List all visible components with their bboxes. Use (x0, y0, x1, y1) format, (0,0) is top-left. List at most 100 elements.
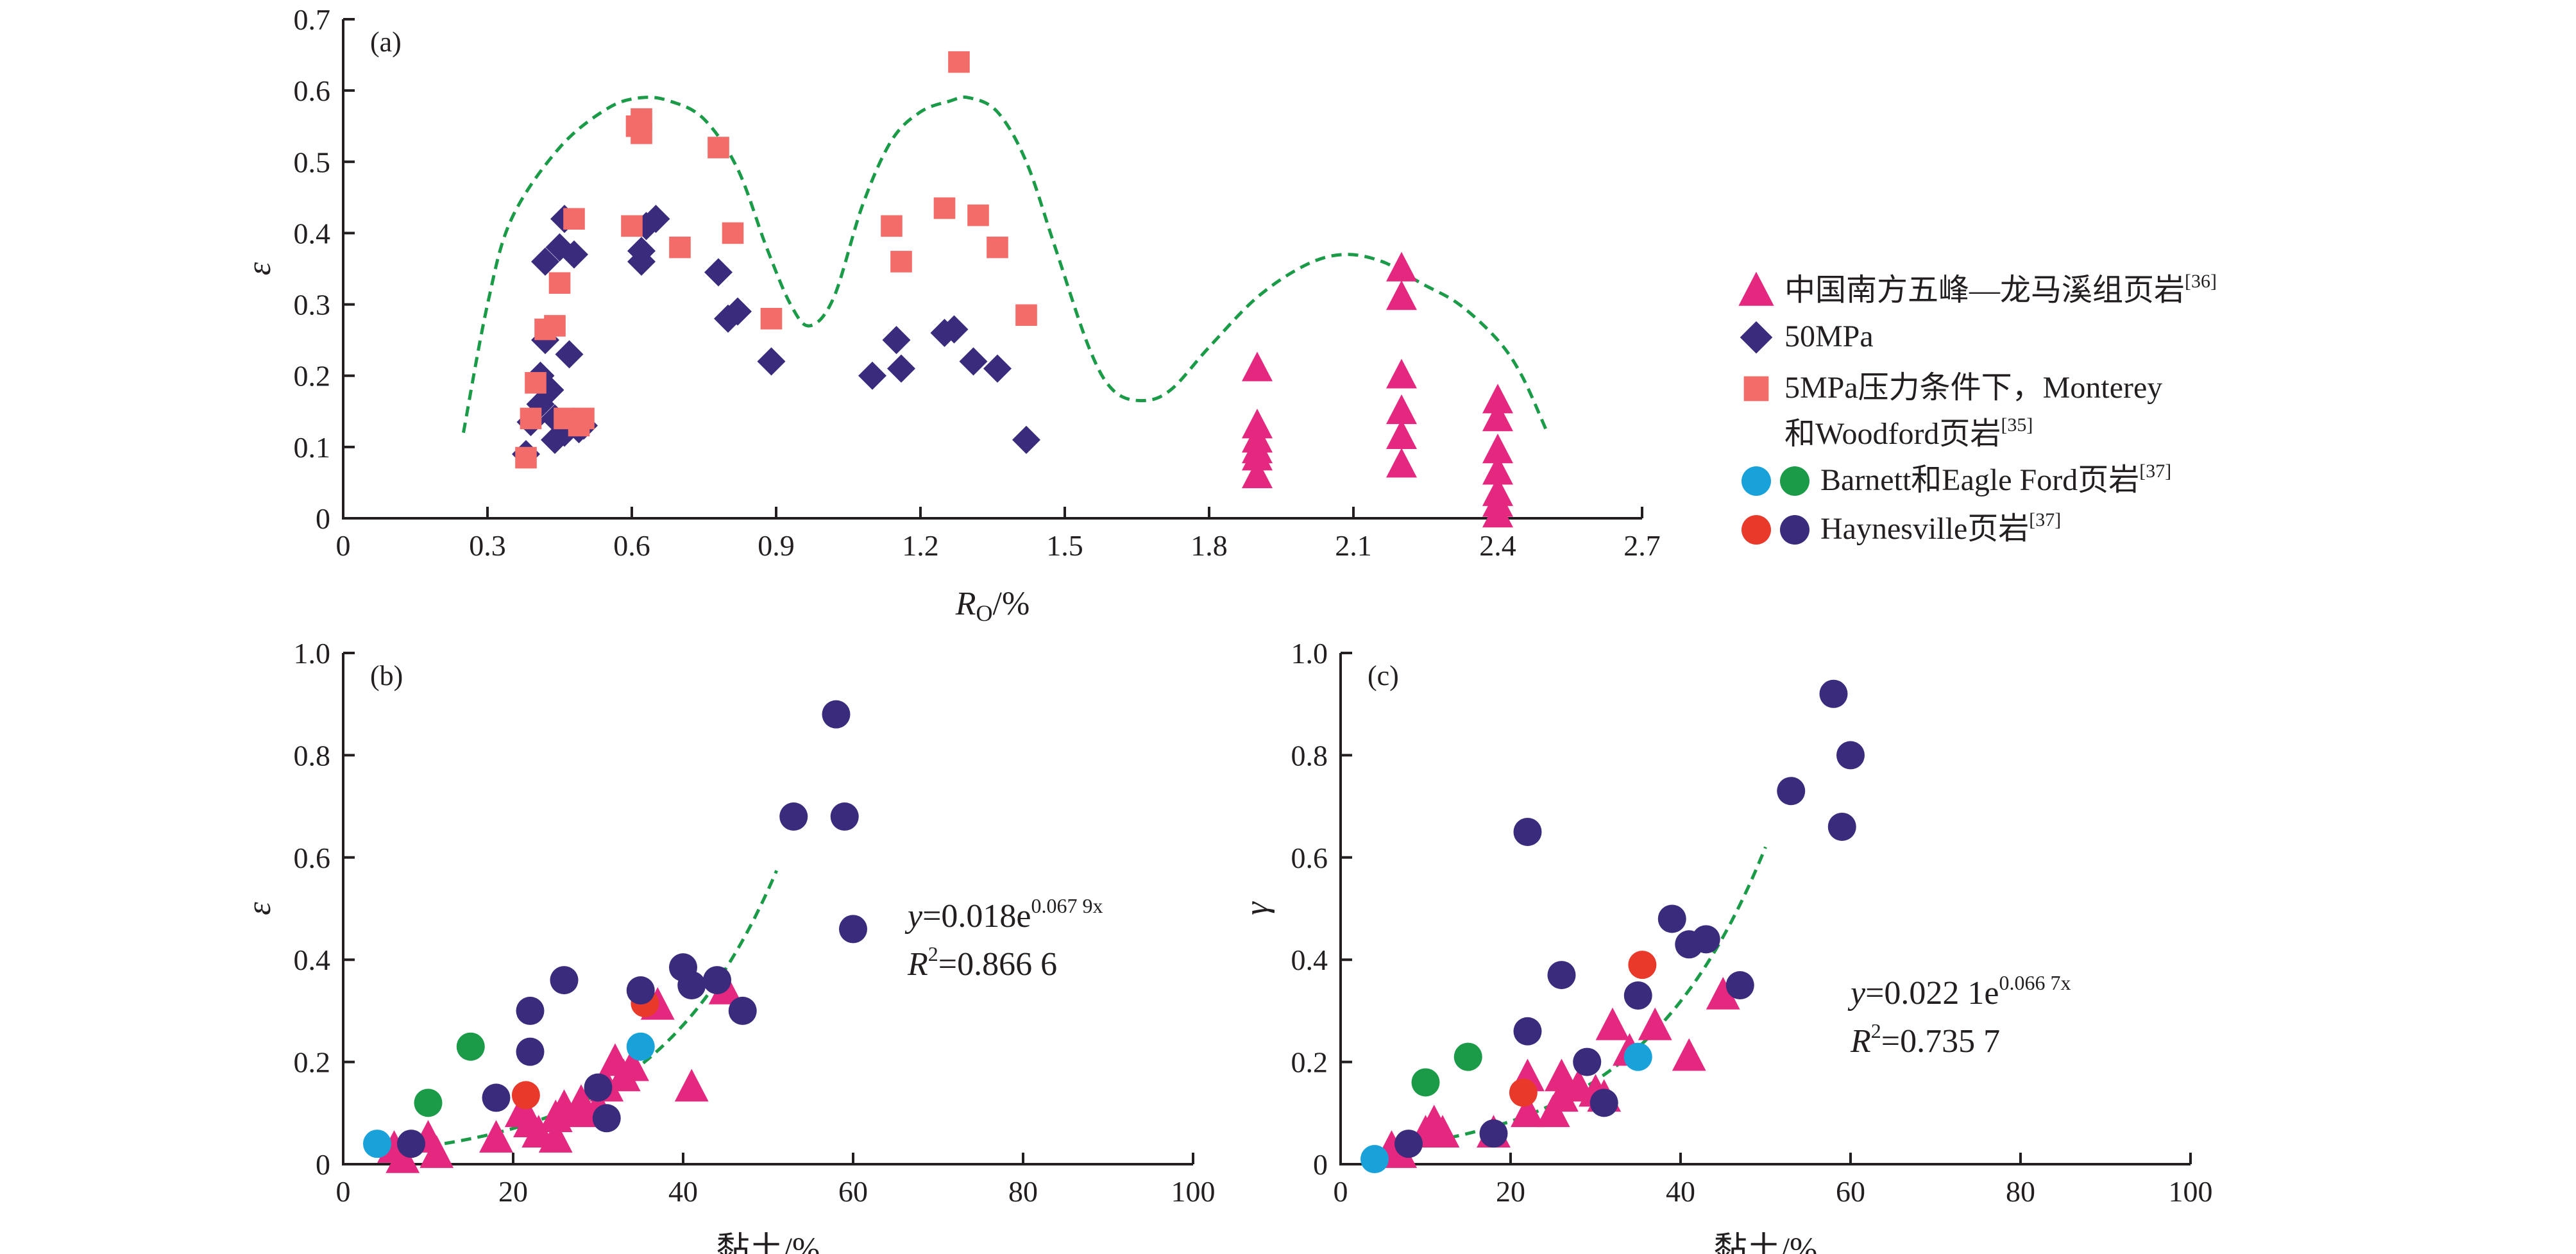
x-tick-label: 60 (838, 1175, 868, 1208)
data-point-diamond (940, 315, 969, 344)
x-tick-label: 0 (1334, 1175, 1348, 1208)
data-point-triangle (1242, 458, 1273, 489)
data-point-diamond (531, 247, 559, 276)
data-point-square (563, 208, 585, 230)
data-point-purple (1657, 904, 1686, 933)
legend: 中国南方五峰—龙马溪组页岩[36] 50MPa 5MPa压力条件下，Monterey… (1738, 271, 2217, 546)
axis-lines (342, 19, 1642, 520)
data-point-triangle (1595, 1007, 1630, 1040)
y-tick-label: 0.2 (294, 360, 331, 393)
chart-panel-c: 0 20 40 60 80 100 0 0.2 0.4 0.6 0.8 1.0 (c) γ 黏土/% y=0.… (1239, 637, 2213, 1254)
data-point-triangle (1386, 419, 1417, 449)
data-point-purple (728, 996, 757, 1025)
data-point-purple (1691, 925, 1720, 954)
data-point-purple (516, 1037, 545, 1066)
panel-label: (b) (370, 660, 403, 691)
x-axis-label: 黏土/% (716, 1232, 820, 1254)
data-point-triangle (1545, 1058, 1579, 1092)
x-tick-label: 1.8 (1191, 529, 1228, 562)
data-point-blue (626, 1032, 655, 1061)
y-axis-label: ε (241, 902, 278, 915)
data-point-square (708, 137, 729, 158)
y-tick-label: 0.1 (294, 431, 331, 464)
data-point-purple (1573, 1047, 1602, 1076)
y-tick-label: 0.5 (294, 146, 331, 178)
legend-marker-purple (1780, 515, 1809, 545)
data-point-triangle (538, 1120, 573, 1153)
data-point-triangle (386, 1140, 420, 1173)
x-axis-label: RO/% (955, 586, 1030, 626)
x-tick-label: 40 (668, 1175, 698, 1208)
x-tick-label: 20 (1496, 1175, 1525, 1208)
data-point-diamond (641, 205, 670, 233)
data-point-triangle (479, 1120, 513, 1153)
x-tick-label: 1.5 (1046, 529, 1083, 562)
fit-equation: y=0.022 1e0.066 7x (1847, 971, 2071, 1012)
y-tick-label: 1.0 (294, 637, 331, 670)
data-point-purple (1589, 1089, 1618, 1117)
data-point-purple (1836, 741, 1865, 770)
legend-label-mpa50: 50MPa (1784, 319, 1874, 353)
data-point-diamond (704, 258, 733, 287)
data-point-purple (703, 966, 731, 995)
data-point-square (760, 308, 783, 330)
data-point-purple (839, 915, 867, 944)
legend-label-barnett: Barnett和Eagle Ford页岩[37] (1820, 461, 2171, 497)
legend-marker-red (1741, 515, 1771, 545)
data-point-purple (516, 996, 545, 1025)
data-point-square (881, 215, 902, 237)
x-tick-label: 100 (1171, 1175, 1216, 1208)
y-tick-label: 0.6 (294, 842, 331, 874)
data-point-purple (592, 1104, 621, 1133)
data-point-triangle (419, 1135, 454, 1168)
panel-label: (c) (1368, 660, 1399, 691)
data-point-triangle (1638, 1007, 1672, 1040)
data-point-purple (822, 700, 851, 729)
legend-marker-green (1780, 466, 1809, 496)
data-point-purple (1623, 981, 1652, 1010)
data-point-diamond (555, 340, 584, 369)
data-point-diamond (1012, 425, 1040, 454)
r-squared: R2=0.735 7 (1850, 1019, 2000, 1060)
data-point-triangle (1242, 441, 1273, 471)
x-tick-label: 0.9 (758, 529, 795, 562)
data-point-square (933, 197, 956, 219)
data-point-purple (1819, 679, 1848, 708)
data-point-purple (482, 1083, 511, 1112)
y-axis-label: γ (1239, 901, 1275, 915)
y-tick-label: 0.6 (294, 74, 331, 107)
data-point-square (722, 222, 744, 244)
legend-marker-diamond (1740, 321, 1773, 354)
axis-lines (1339, 653, 2190, 1165)
x-tick-label: 0 (336, 529, 351, 562)
y-tick-label: 0.2 (1291, 1046, 1328, 1079)
data-point-triangle (1386, 359, 1417, 389)
y-tick-label: 0 (316, 502, 330, 535)
data-point-square (669, 236, 691, 258)
data-point-triangle (1425, 1115, 1460, 1148)
y-tick-label: 0 (1313, 1148, 1328, 1181)
data-point-triangle (1386, 251, 1417, 282)
data-point-purple (1394, 1130, 1423, 1158)
data-point-triangle (1386, 280, 1417, 310)
data-point-triangle (1242, 352, 1273, 382)
data-point-triangle (1482, 498, 1513, 528)
x-tick-label: 0.6 (613, 529, 650, 562)
data-point-green (414, 1089, 443, 1117)
data-point-square (520, 407, 542, 430)
data-point-triangle (1482, 434, 1513, 464)
data-point-square (987, 236, 1008, 258)
data-point-diamond (724, 297, 752, 326)
data-point-diamond (959, 347, 988, 376)
data-point-triangle (1482, 384, 1513, 414)
r-squared: R2=0.866 6 (907, 942, 1057, 983)
data-point-triangle (674, 1069, 709, 1102)
x-tick-label: 100 (2169, 1175, 2213, 1208)
y-tick-label: 0.8 (294, 739, 331, 772)
x-tick-label: 1.2 (902, 529, 939, 562)
y-tick-label: 0.3 (294, 289, 331, 321)
y-tick-label: 0.7 (294, 3, 331, 36)
y-tick-label: 0.6 (1291, 842, 1328, 874)
trend-curve (462, 95, 1548, 434)
